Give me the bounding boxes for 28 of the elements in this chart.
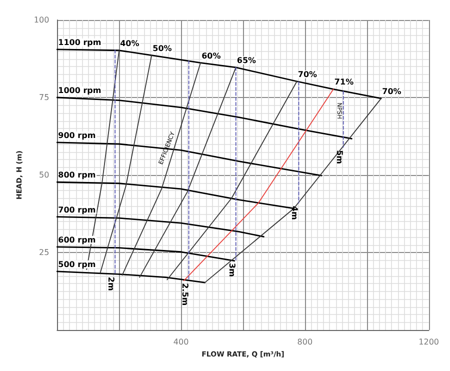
- series-label: 900 rpm: [58, 130, 96, 140]
- line-series: [56, 216, 264, 238]
- series-label: 1000 rpm: [58, 86, 102, 95]
- series-label: 60%: [202, 51, 221, 60]
- series-label: 50%: [152, 44, 172, 53]
- x-tick-label: 1200: [418, 338, 439, 346]
- y-tick-label: 100: [34, 16, 50, 24]
- series-label: 600 rpm: [58, 235, 96, 244]
- y-tick-label: 50: [38, 170, 50, 180]
- y-tick-label: 75: [38, 93, 50, 102]
- x-tick-label: 800: [297, 338, 313, 346]
- text: 2.5m: [180, 283, 190, 306]
- text: 2m: [106, 276, 116, 291]
- series-label: 70%: [298, 70, 318, 79]
- series-label: 40%: [120, 38, 140, 48]
- series-label: 71%: [334, 78, 354, 87]
- series-label: 65%: [236, 56, 256, 65]
- y-tick-label: 25: [38, 248, 50, 257]
- x-tick-label: 400: [173, 338, 189, 346]
- text: 4m: [290, 206, 300, 220]
- series-label: 700 rpm: [58, 205, 96, 214]
- series-label: 800 rpm: [58, 170, 96, 180]
- line-series: [56, 246, 236, 262]
- series-label: 500 rpm: [58, 260, 96, 269]
- series-label: 70%: [382, 86, 402, 96]
- text: 3m: [227, 262, 236, 277]
- series-label: 1100 rpm: [58, 38, 102, 47]
- text: 5m: [334, 150, 344, 164]
